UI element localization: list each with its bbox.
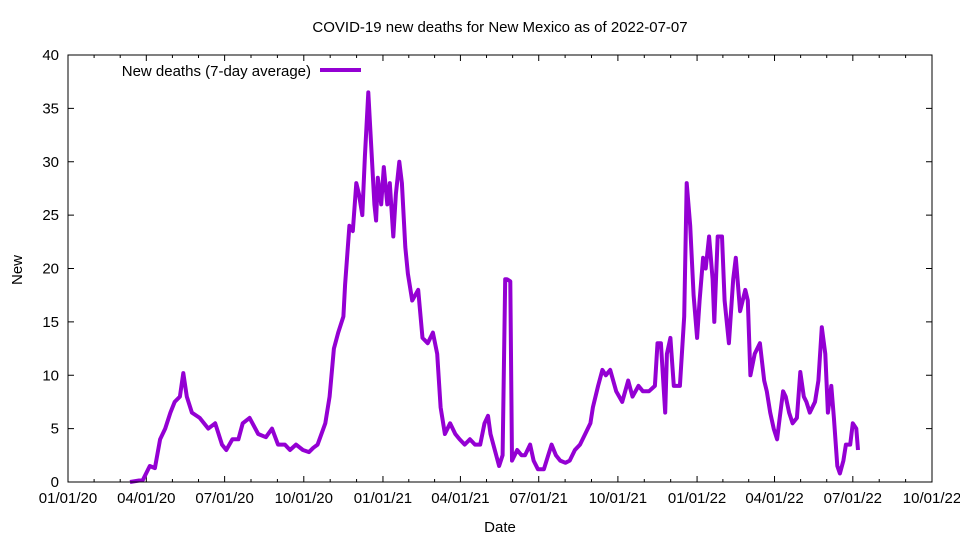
series-line-new-deaths xyxy=(129,90,860,484)
x-tick-label: 04/01/21 xyxy=(431,490,489,507)
x-tick-label: 04/01/22 xyxy=(745,490,803,507)
x-tick-label: 07/01/20 xyxy=(195,490,253,507)
y-tick-label: 40 xyxy=(42,47,59,64)
y-tick-label: 5 xyxy=(51,421,59,438)
axis-ticks: 0 5 10 15 20 25 30 35 40 01/01/20 04/01/20 07/01/20… xyxy=(39,47,960,507)
legend-label: New deaths (7-day average) xyxy=(122,63,311,80)
x-axis-label: Date xyxy=(484,519,516,536)
x-tick-label: 04/01/20 xyxy=(117,490,175,507)
y-tick-label: 35 xyxy=(42,100,59,117)
legend: New deaths (7-day average) xyxy=(122,63,361,80)
x-tick-label: 10/01/22 xyxy=(903,490,960,507)
x-tick-label: 01/01/22 xyxy=(668,490,726,507)
y-axis-label: New xyxy=(9,255,26,285)
y-tick-label: 25 xyxy=(42,207,59,224)
chart-title: COVID-19 new deaths for New Mexico as of… xyxy=(312,19,687,36)
x-tick-label: 01/01/20 xyxy=(39,490,97,507)
y-tick-label: 30 xyxy=(42,154,59,171)
x-tick-label: 07/01/22 xyxy=(824,490,882,507)
x-tick-label: 07/01/21 xyxy=(510,490,568,507)
series-group xyxy=(129,90,860,484)
y-tick-label: 10 xyxy=(42,367,59,384)
plot-border xyxy=(67,54,933,483)
x-tick-label: 01/01/21 xyxy=(354,490,412,507)
x-tick-label: 10/01/20 xyxy=(275,490,333,507)
y-tick-label: 15 xyxy=(42,314,59,331)
y-tick-label: 0 xyxy=(51,474,59,491)
y-tick-label: 20 xyxy=(42,261,59,278)
x-tick-label: 10/01/21 xyxy=(589,490,647,507)
